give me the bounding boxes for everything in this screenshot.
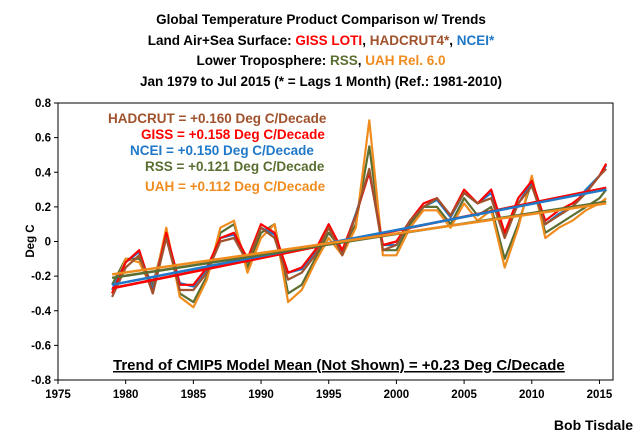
chart-title-line-3: Lower Troposphere: RSS, UAH Rel. 6.0 <box>196 53 445 68</box>
series-line-hadcrut <box>111 167 607 298</box>
title-rss-label: RSS <box>330 53 358 68</box>
x-tick-label: 2010 <box>519 389 545 401</box>
annotation-giss-trend: GISS = +0.158 Deg C/Decade <box>141 127 325 142</box>
y-tick-label: 0.2 <box>35 202 51 214</box>
y-tick-label: 0 <box>45 237 51 249</box>
annotation-ncei-trend: NCEI = +0.150 Deg C/Decade <box>130 143 314 158</box>
y-tick-label: -0.4 <box>31 306 51 318</box>
y-tick-label: 0.4 <box>35 167 52 179</box>
x-tick-label: 2015 <box>587 389 613 401</box>
chart-title-line-4: Jan 1979 to Jul 2015 (* = Lags 1 Month) … <box>140 74 502 89</box>
title-giss-label: GISS LOTI <box>295 33 362 48</box>
annotation-cmip5-trend: Trend of CMIP5 Model Mean (Not Shown) = … <box>113 357 565 374</box>
x-axis: 1975 1980 1985 1990 1995 2000 2005 2010 2015 <box>45 380 613 401</box>
title-ncei-label: NCEI* <box>457 33 495 48</box>
title-line3-prefix: Lower Troposphere: <box>196 53 330 68</box>
title-sep-2: , <box>449 33 457 48</box>
y-tick-label: 0.8 <box>35 98 52 110</box>
title-sep-3: , <box>358 53 366 68</box>
annotation-hadcrut-trend: HADCRUT = +0.160 Deg C/Decade <box>108 111 327 126</box>
title-line2-prefix: Land Air+Sea Surface: <box>148 33 296 48</box>
y-tick-label: 0.6 <box>35 133 51 145</box>
y-tick-label: -0.2 <box>31 271 51 283</box>
series-layer <box>111 119 608 309</box>
x-tick-label: 1995 <box>316 389 342 401</box>
x-tick-label: 1990 <box>248 389 274 401</box>
chart-title-line-2: Land Air+Sea Surface: GISS LOTI, HADCRUT… <box>148 33 495 48</box>
trend-layer <box>111 186 607 290</box>
title-uah-label: UAH Rel. 6.0 <box>365 53 445 68</box>
title-hadcrut-label: HADCRUT4* <box>370 33 450 48</box>
annotation-rss-trend: RSS = +0.121 Deg C/Decade <box>145 159 325 174</box>
annotation-uah-trend: UAH = +0.112 Deg C/Decade <box>145 179 326 194</box>
x-tick-label: 2005 <box>451 389 477 401</box>
x-tick-label: 2000 <box>384 389 410 401</box>
x-tick-label: 1980 <box>113 389 139 401</box>
author-credit: Bob Tisdale <box>554 417 633 433</box>
y-tick-label: -0.8 <box>31 375 51 387</box>
y-tick-label: -0.6 <box>31 340 51 352</box>
x-tick-label: 1975 <box>45 389 71 401</box>
chart-title-line-1: Global Temperature Product Comparison w/… <box>156 12 486 27</box>
y-axis: -0.8 -0.6 -0.4 -0.2 0 0.2 0.4 0.6 0.8 <box>31 98 58 387</box>
y-axis-label: Deg C <box>25 224 37 257</box>
title-sep-1: , <box>362 33 370 48</box>
trend-line-ncei <box>111 188 607 287</box>
x-tick-label: 1985 <box>181 389 207 401</box>
trend-line-uah <box>111 202 607 276</box>
